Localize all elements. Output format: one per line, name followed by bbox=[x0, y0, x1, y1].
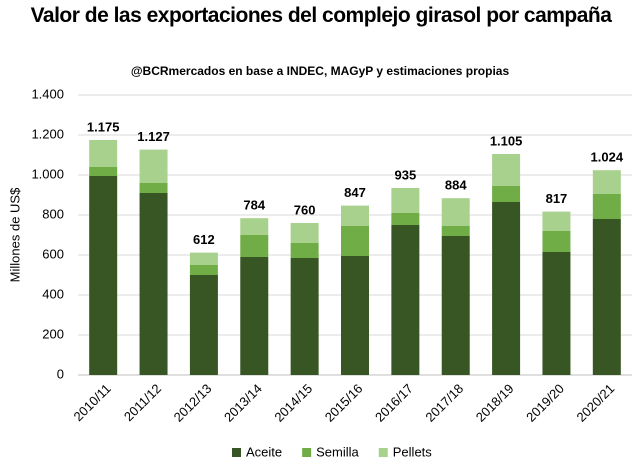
bar-segment bbox=[240, 218, 269, 235]
bar-segment bbox=[139, 183, 168, 193]
x-tick-label: 2011/12 bbox=[121, 381, 164, 424]
x-tick-label: 2020/21 bbox=[574, 381, 618, 425]
y-tick-label: 800 bbox=[42, 206, 64, 221]
bar-segment bbox=[341, 256, 369, 375]
x-tick-label: 2019/20 bbox=[523, 381, 567, 425]
bar-segment bbox=[290, 223, 319, 243]
bar-segment bbox=[391, 225, 420, 375]
total-label: 1.105 bbox=[490, 133, 523, 148]
bar-segment bbox=[89, 176, 118, 375]
x-tick-label: 2016/17 bbox=[372, 381, 416, 425]
bar-segment bbox=[592, 219, 621, 375]
legend-swatch bbox=[302, 448, 312, 457]
total-label: 935 bbox=[395, 167, 417, 182]
bar-segment bbox=[341, 205, 369, 226]
y-tick-label: 600 bbox=[42, 246, 64, 261]
total-label: 1.127 bbox=[137, 129, 170, 144]
total-label: 847 bbox=[344, 185, 366, 200]
legend-label: Aceite bbox=[246, 444, 282, 459]
legend-swatch bbox=[378, 448, 388, 457]
x-tick-label: 2015/16 bbox=[322, 381, 366, 425]
legend-swatch bbox=[232, 448, 241, 457]
y-tick-label: 200 bbox=[42, 326, 64, 341]
legend-label: Semilla bbox=[316, 444, 359, 459]
y-tick-label: 1.400 bbox=[31, 86, 64, 101]
chart-subtitle: @BCRmercados en base a INDEC, MAGyP y es… bbox=[131, 64, 510, 78]
y-tick-label: 0 bbox=[57, 366, 64, 381]
bar-segment bbox=[189, 252, 218, 265]
bar-segment bbox=[592, 194, 621, 219]
bar-segment bbox=[391, 188, 420, 213]
bar-segment bbox=[290, 258, 319, 375]
legend-label: Pellets bbox=[393, 444, 433, 459]
y-axis-label: Millones de US$ bbox=[7, 187, 22, 282]
bar-segment bbox=[441, 226, 470, 236]
x-tick-label: 2012/13 bbox=[171, 381, 215, 425]
chart-title: Valor de las exportaciones del complejo … bbox=[30, 4, 612, 27]
total-label: 884 bbox=[445, 178, 467, 193]
total-label: 817 bbox=[546, 191, 568, 206]
bar-segment bbox=[441, 236, 470, 375]
y-tick-label: 1.000 bbox=[31, 166, 64, 181]
bar-segment bbox=[542, 252, 571, 375]
total-label: 760 bbox=[294, 202, 316, 217]
bar-segment bbox=[139, 193, 168, 375]
total-label: 612 bbox=[193, 232, 215, 247]
bar-segment bbox=[492, 186, 521, 202]
bar-segment bbox=[592, 170, 621, 194]
bar-segment bbox=[542, 211, 571, 231]
bar-segment bbox=[89, 167, 118, 176]
x-tick-label: 2013/14 bbox=[221, 381, 265, 425]
total-label: 1.175 bbox=[87, 119, 120, 134]
x-tick-label: 2010/11 bbox=[71, 381, 114, 424]
bar-segment bbox=[391, 213, 420, 225]
y-tick-label: 1.200 bbox=[31, 126, 64, 141]
bar-segment bbox=[341, 226, 369, 256]
x-tick-label: 2014/15 bbox=[271, 381, 315, 425]
bar-segment bbox=[189, 265, 218, 275]
bar-segment bbox=[492, 154, 521, 186]
total-label: 784 bbox=[243, 198, 265, 213]
bar-segment bbox=[542, 231, 571, 252]
bar-segment bbox=[240, 257, 269, 375]
x-tick-label: 2018/19 bbox=[473, 381, 517, 425]
bar-segment bbox=[441, 198, 470, 226]
bar-segment bbox=[139, 149, 168, 183]
total-label: 1.024 bbox=[591, 150, 624, 165]
bar-segment bbox=[89, 140, 118, 167]
bar-segment bbox=[492, 202, 521, 375]
y-tick-label: 400 bbox=[42, 286, 64, 301]
bar-segment bbox=[240, 235, 269, 257]
bar-segment bbox=[290, 243, 319, 258]
x-tick-label: 2017/18 bbox=[422, 381, 466, 425]
bar-segment bbox=[189, 275, 218, 375]
